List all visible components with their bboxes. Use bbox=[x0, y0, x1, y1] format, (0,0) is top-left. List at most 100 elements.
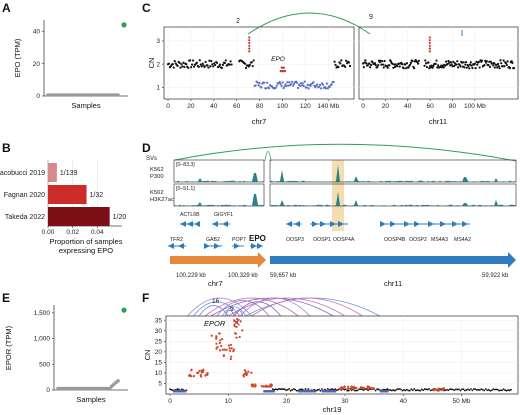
panel-f-cn-point bbox=[389, 389, 392, 391]
panel-f-cn-point bbox=[502, 388, 505, 391]
panel-c-cn-point bbox=[361, 62, 365, 65]
panel-c-cn-point bbox=[405, 62, 409, 65]
panel-f-sv-arc bbox=[245, 297, 381, 317]
panel-f-cn-point bbox=[498, 389, 501, 392]
panel-c-chr11-frame bbox=[358, 26, 519, 100]
panel-f-cn-point bbox=[391, 389, 393, 392]
panel-c-cn-point bbox=[230, 63, 233, 66]
panel-f-callout-9: 9 bbox=[230, 306, 234, 313]
panel-c-cn-point bbox=[440, 64, 443, 67]
panel-c-cn-point bbox=[302, 84, 305, 88]
panel-c-cn-point bbox=[282, 86, 285, 90]
panel-e-ytick-label: 1,500 bbox=[34, 310, 51, 317]
panel-f-cn-point bbox=[422, 389, 425, 392]
panel-f-cn-point bbox=[493, 388, 496, 391]
panel-f-amplified-point bbox=[260, 385, 263, 388]
panel-c-cn-point bbox=[388, 64, 391, 67]
gene-exon bbox=[187, 221, 193, 227]
panel-f-cn-point bbox=[501, 389, 504, 392]
panel-c-cn-point bbox=[218, 63, 222, 66]
panel-c-cn-point bbox=[221, 63, 224, 66]
panel-f-amplified-point bbox=[347, 387, 350, 390]
gene-label-oosp2: OOSP2 bbox=[409, 237, 427, 243]
panel-c-cn-point bbox=[328, 85, 331, 89]
panel-f-cn-point bbox=[316, 389, 319, 391]
panel-c-cn-point bbox=[488, 60, 491, 63]
panel-c-cn-point bbox=[452, 60, 455, 63]
panel-c-cn-point bbox=[440, 66, 444, 69]
panel-d-p300-chr11-frame bbox=[269, 159, 517, 183]
panel-f-amplified-point bbox=[254, 383, 257, 386]
panel-c-cn-point bbox=[381, 60, 384, 63]
panel-f-copy-number: 16 9 5 10 15 20 25 30 35 0 10 20 30 40 50 Mb EPOR CN… bbox=[143, 297, 519, 414]
panel-f-cn-point bbox=[401, 389, 404, 392]
panel-c-cn-point bbox=[183, 65, 186, 69]
panel-c-cn-point bbox=[251, 64, 254, 68]
panel-f-amplified-point bbox=[372, 386, 375, 390]
panel-f-sv-arc bbox=[225, 309, 235, 317]
panel-f-cn-point bbox=[301, 388, 304, 391]
panel-f-cn-point bbox=[456, 388, 459, 391]
panel-f-cn-point bbox=[417, 389, 420, 392]
panel-c-ylabel: CN bbox=[147, 58, 156, 69]
panel-f-cn-point bbox=[455, 388, 457, 391]
panel-c-chr7-label: chr7 bbox=[252, 117, 267, 126]
panel-f-cn-point bbox=[307, 388, 310, 390]
panel-c-cn-point bbox=[478, 66, 481, 69]
panel-f-ytick-label: 20 bbox=[155, 349, 163, 356]
panel-d-signal-track bbox=[270, 165, 516, 182]
gene-label-ms4a2: MS4A2 bbox=[454, 237, 471, 243]
panel-c-cn-point bbox=[303, 80, 306, 83]
panel-f-cn-point bbox=[377, 388, 380, 391]
panel-c-cn-point bbox=[191, 59, 195, 62]
panel-c-cn-point bbox=[192, 65, 196, 68]
panel-f-cn-point bbox=[326, 387, 329, 390]
panel-c-cn-point bbox=[257, 84, 260, 87]
panel-c-cn-point bbox=[292, 84, 295, 87]
panel-c-copy-number: 2 9 1 2 3 0 20 40 60 80 100 120 140 Mb 0 20 40 60 80 100… bbox=[147, 12, 519, 126]
panel-f-cn-point bbox=[395, 388, 398, 391]
panel-c-cn-point bbox=[506, 60, 509, 63]
panel-c-cn-point bbox=[347, 61, 351, 64]
panel-f-cn-point bbox=[449, 388, 451, 390]
panel-f-amplified-point bbox=[239, 320, 242, 323]
panel-f-xtick-label: 20 bbox=[283, 398, 291, 405]
panel-f-amplified-point bbox=[250, 371, 253, 374]
panel-c-cn-point bbox=[393, 63, 396, 66]
panel-a-highlight-point bbox=[121, 22, 127, 28]
panel-f-amplified-point bbox=[215, 342, 218, 345]
panel-c-cn-point bbox=[371, 61, 374, 64]
gene-exon bbox=[338, 221, 344, 227]
panel-c-cn-point bbox=[467, 64, 470, 68]
panel-f-cn-point bbox=[358, 388, 361, 391]
panel-f-cn-point bbox=[483, 389, 486, 392]
panel-c-cn-point bbox=[334, 63, 337, 66]
panel-c-cn-point bbox=[248, 63, 251, 67]
panel-c-cn-point bbox=[497, 65, 500, 68]
panel-c-cn-point bbox=[402, 67, 405, 70]
panel-c-cn-point bbox=[434, 62, 437, 66]
panel-c-epo-point bbox=[281, 69, 285, 73]
panel-d-chr11-end: 59,922 kb bbox=[482, 273, 509, 279]
panel-f-amplified-point bbox=[225, 348, 228, 351]
panel-f-amplified-point bbox=[221, 338, 224, 341]
gene-label-ms4a3: MS4A3 bbox=[431, 237, 448, 243]
panel-f-amplified-point bbox=[247, 370, 250, 373]
panel-c-cn-point bbox=[243, 62, 247, 65]
panel-f-frame bbox=[165, 315, 519, 395]
panel-d-track1-name1: K562 bbox=[150, 167, 164, 173]
panel-c-xtick-label: 0 bbox=[166, 103, 170, 110]
panel-c-cn-point bbox=[407, 66, 410, 69]
panel-c-breakpoint-point bbox=[248, 50, 251, 53]
panel-f-cn-point bbox=[170, 388, 173, 391]
panel-c-cn-point bbox=[179, 66, 182, 69]
panel-c-cn-point bbox=[198, 59, 201, 62]
panel-f-cn-point bbox=[508, 389, 511, 392]
panel-c-cn-point bbox=[477, 60, 480, 64]
panel-f-amplified-point bbox=[205, 373, 208, 376]
panel-c-cn-point bbox=[223, 61, 226, 65]
panel-d-chr11-label: chr11 bbox=[384, 279, 402, 288]
gene-label-pop7: POP7 bbox=[232, 237, 246, 243]
panel-c-cn-point bbox=[204, 60, 207, 64]
panel-f-amplified-point bbox=[440, 389, 443, 392]
